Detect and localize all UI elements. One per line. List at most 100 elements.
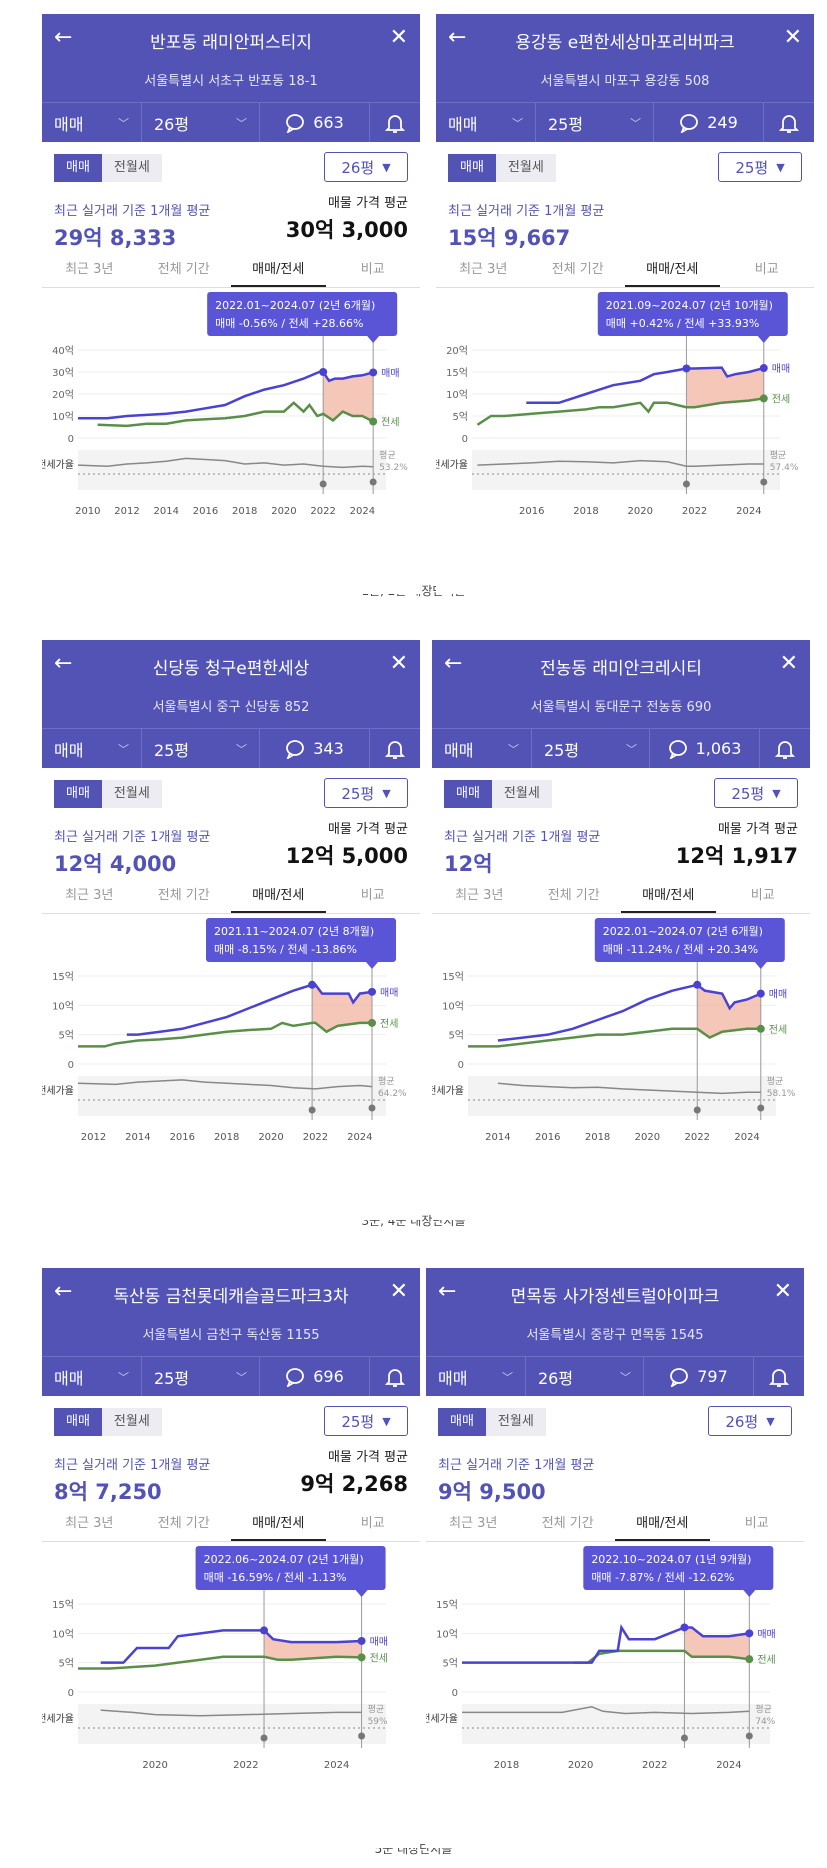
legend-lease: 전세	[769, 1024, 787, 1036]
close-icon[interactable]: ✕	[773, 1279, 792, 1304]
pyeong-select[interactable]: 25평 ▼	[714, 778, 798, 808]
y-tick-label: 15억	[52, 1599, 74, 1611]
pyeong-select[interactable]: 25평 ▼	[718, 152, 802, 182]
sale-start-point	[260, 1626, 269, 1635]
tab-all-period[interactable]: 전체 기간	[541, 1516, 594, 1531]
close-icon[interactable]: ✕	[389, 1279, 408, 1304]
tab-all-period[interactable]: 전체 기간	[157, 1516, 210, 1531]
trade-type-dropdown[interactable]: 매매 ﹀	[436, 103, 536, 142]
back-arrow-icon[interactable]: ←	[444, 651, 463, 676]
comments-button[interactable]: 343	[260, 729, 370, 768]
trade-type-label: 매매	[448, 114, 478, 134]
pyeong-dropdown[interactable]: 26평 ﹀	[142, 103, 260, 142]
toggle-lease[interactable]: 전월세	[101, 154, 162, 182]
tooltip-period: 2021.09~2024.07 (2년 10개월)	[606, 299, 773, 312]
tab-all-period[interactable]: 전체 기간	[547, 888, 600, 903]
back-arrow-icon[interactable]: ←	[54, 651, 73, 676]
pyeong-dropdown[interactable]: 26평 ﹀	[526, 1357, 644, 1396]
tab-compare[interactable]: 비교	[750, 888, 775, 903]
back-arrow-icon[interactable]: ←	[54, 1279, 73, 1304]
toggle-sale[interactable]: 매매	[54, 154, 102, 182]
complex-address: 서울특별시 중랑구 면목동 1545	[526, 1328, 704, 1343]
pyeong-select[interactable]: 26평 ▼	[708, 1406, 792, 1436]
tab-compare[interactable]: 비교	[744, 1516, 769, 1531]
notification-button[interactable]	[754, 1357, 804, 1396]
tooltip-pointer	[366, 962, 379, 969]
toggle-sale[interactable]: 매매	[444, 780, 492, 808]
trade-type-dropdown[interactable]: 매매 ﹀	[42, 103, 142, 142]
tooltip-change: 매매 -8.15% / 전세 -13.86%	[214, 943, 357, 956]
notification-button[interactable]	[370, 729, 420, 768]
y-tick-label: 0	[458, 1060, 464, 1071]
close-icon[interactable]: ✕	[783, 25, 802, 50]
y-tick-label: 0	[68, 1688, 74, 1699]
toggle-sale[interactable]: 매매	[438, 1408, 486, 1436]
tab-sale-lease[interactable]: 매매/전세	[621, 882, 716, 913]
tab-all-period[interactable]: 전체 기간	[551, 262, 604, 277]
notification-button[interactable]	[764, 103, 814, 142]
toggle-sale[interactable]: 매매	[54, 1408, 102, 1436]
trade-type-dropdown[interactable]: 매매 ﹀	[42, 1357, 142, 1396]
tab-compare[interactable]: 비교	[360, 1516, 385, 1531]
notification-button[interactable]	[370, 103, 420, 142]
toggle-lease[interactable]: 전월세	[101, 780, 162, 808]
tab-recent-3y[interactable]: 최근 3년	[65, 262, 114, 277]
close-icon[interactable]: ✕	[779, 651, 798, 676]
comments-button[interactable]: 797	[644, 1357, 754, 1396]
card-header: ← 면목동 사가정센트럴아이파크 ✕ 서울특별시 중랑구 면목동 1545 매매…	[426, 1268, 804, 1396]
tab-recent-3y[interactable]: 최근 3년	[455, 888, 504, 903]
pyeong-select[interactable]: 25평 ▼	[324, 1406, 408, 1436]
close-icon[interactable]: ✕	[389, 25, 408, 50]
tab-compare[interactable]: 비교	[360, 888, 385, 903]
tab-compare[interactable]: 비교	[360, 262, 385, 277]
tab-all-period[interactable]: 전체 기간	[157, 888, 210, 903]
toggle-lease[interactable]: 전월세	[491, 780, 552, 808]
toggle-lease[interactable]: 전월세	[101, 1408, 162, 1436]
complex-title: 용강동 e편한세상마포리버파크	[515, 33, 735, 53]
toggle-lease[interactable]: 전월세	[485, 1408, 546, 1436]
trade-type-dropdown[interactable]: 매매 ﹀	[42, 729, 142, 768]
back-arrow-icon[interactable]: ←	[448, 25, 467, 50]
tooltip-change: 매매 -7.87% / 전세 -12.62%	[591, 1571, 734, 1584]
tab-sale-lease[interactable]: 매매/전세	[615, 1510, 710, 1541]
tab-recent-3y[interactable]: 최근 3년	[65, 1516, 114, 1531]
trade-type-dropdown[interactable]: 매매 ﹀	[432, 729, 532, 768]
notification-button[interactable]	[370, 1357, 420, 1396]
legend-lease: 전세	[757, 1654, 775, 1666]
back-arrow-icon[interactable]: ←	[438, 1279, 457, 1304]
complex-address: 서울특별시 동대문구 전농동 690	[530, 700, 712, 715]
toggle-sale[interactable]: 매매	[54, 780, 102, 808]
tab-sale-lease[interactable]: 매매/전세	[625, 256, 720, 287]
toggle-lease[interactable]: 전월세	[495, 154, 556, 182]
tab-sale-lease[interactable]: 매매/전세	[231, 256, 326, 287]
pyeong-select[interactable]: 25평 ▼	[324, 778, 408, 808]
pyeong-dropdown[interactable]: 25평 ﹀	[532, 729, 650, 768]
comments-button[interactable]: 663	[260, 103, 370, 142]
x-tick-label: 2024	[716, 1760, 741, 1771]
toggle-sale[interactable]: 매매	[448, 154, 496, 182]
tab-recent-3y[interactable]: 최근 3년	[65, 888, 114, 903]
comments-button[interactable]: 249	[654, 103, 764, 142]
close-icon[interactable]: ✕	[389, 651, 408, 676]
pyeong-select[interactable]: 26평 ▼	[324, 152, 408, 182]
tab-sale-lease[interactable]: 매매/전세	[231, 882, 326, 913]
trade-type-label: 매매	[444, 740, 474, 760]
tab-recent-3y[interactable]: 최근 3년	[459, 262, 508, 277]
ratio-label: 전세가율	[42, 459, 74, 471]
tab-compare[interactable]: 비교	[754, 262, 779, 277]
tab-recent-3y[interactable]: 최근 3년	[449, 1516, 498, 1531]
x-tick-label: 2018	[585, 1132, 610, 1143]
ratio-label: 전세가율	[432, 1085, 464, 1097]
listing-avg-label: 매물 가격 평균	[717, 822, 798, 837]
notification-button[interactable]	[760, 729, 810, 768]
tab-sale-lease[interactable]: 매매/전세	[231, 1510, 326, 1541]
pyeong-dropdown[interactable]: 25평 ﹀	[142, 1357, 260, 1396]
pyeong-dropdown[interactable]: 25평 ﹀	[142, 729, 260, 768]
comments-button[interactable]: 1,063	[650, 729, 760, 768]
pyeong-dropdown[interactable]: 25평 ﹀	[536, 103, 654, 142]
back-arrow-icon[interactable]: ←	[54, 25, 73, 50]
comments-button[interactable]: 696	[260, 1357, 370, 1396]
tab-all-period[interactable]: 전체 기간	[157, 262, 210, 277]
ratio-start-point	[680, 1734, 688, 1742]
trade-type-dropdown[interactable]: 매매 ﹀	[426, 1357, 526, 1396]
